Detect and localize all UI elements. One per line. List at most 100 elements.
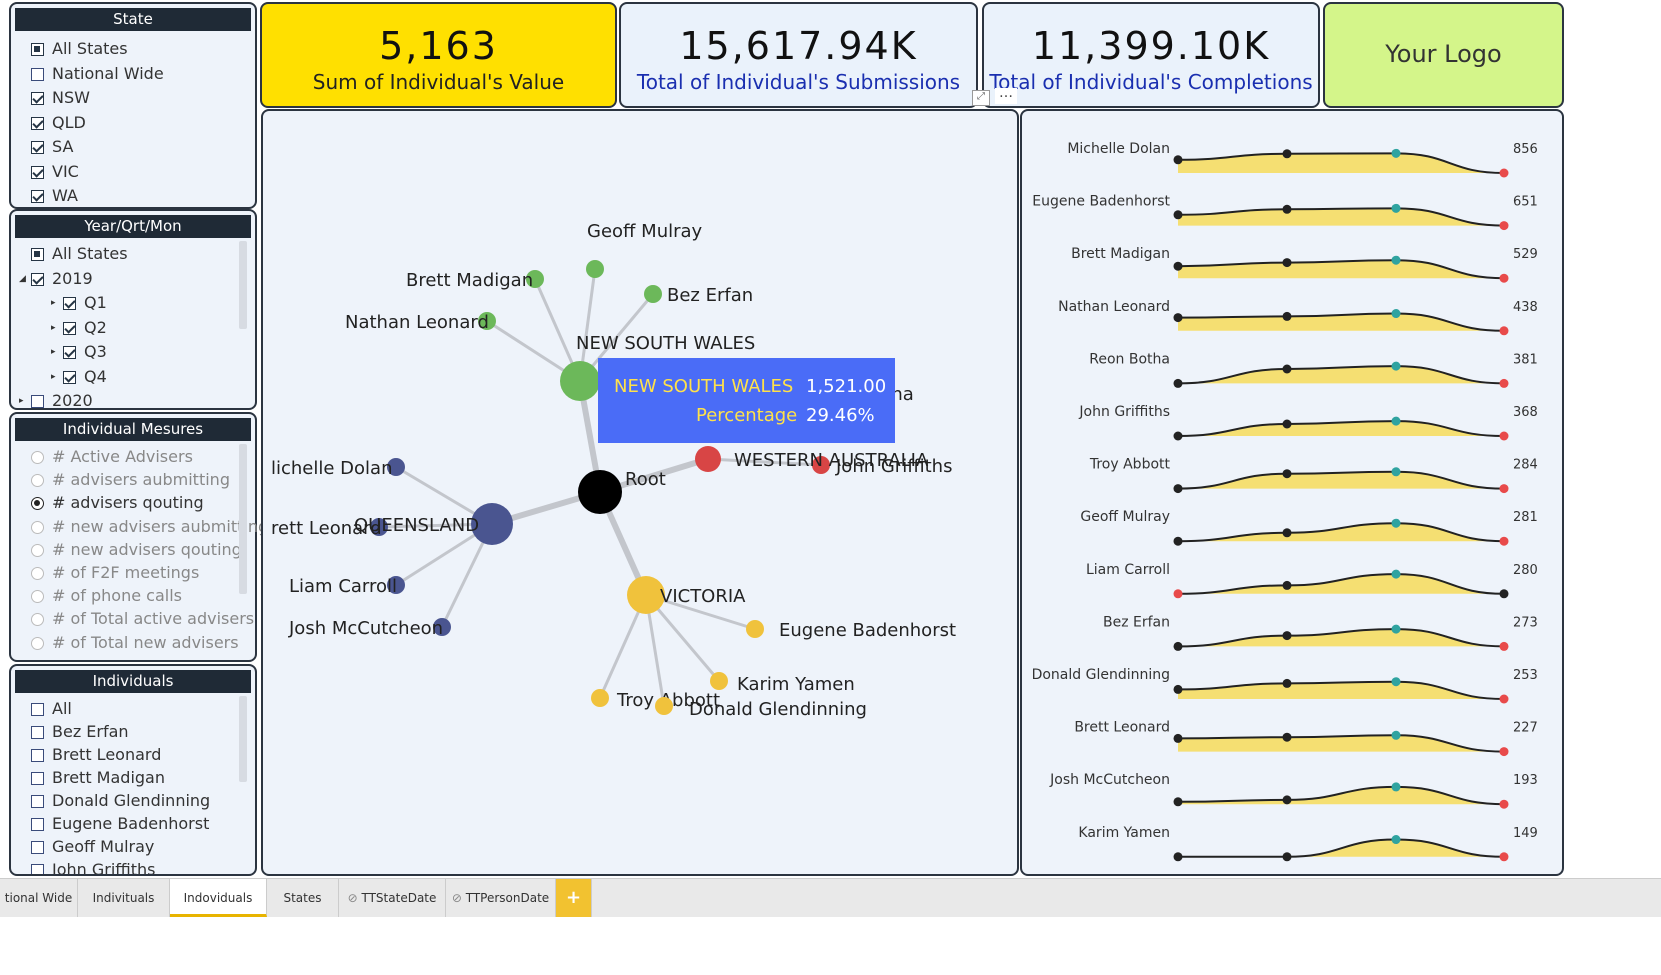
checkbox[interactable] bbox=[31, 92, 44, 105]
checkbox[interactable] bbox=[31, 248, 44, 261]
tree-region-node[interactable] bbox=[560, 361, 600, 401]
tree-leaf-node[interactable] bbox=[710, 672, 728, 690]
slicer-item[interactable]: Geoff Mulray bbox=[11, 835, 255, 858]
page-tab[interactable]: tional Wide bbox=[0, 879, 78, 917]
slicer-item[interactable]: ▸ Q2 bbox=[11, 316, 255, 341]
checkbox[interactable] bbox=[31, 795, 44, 808]
measure-option[interactable]: # advisers aubmitting bbox=[11, 468, 255, 491]
slicer-item[interactable]: All States bbox=[11, 37, 255, 62]
checkbox[interactable] bbox=[31, 818, 44, 831]
slicer-item[interactable]: ▸ Q4 bbox=[11, 365, 255, 390]
checkbox[interactable] bbox=[31, 703, 44, 716]
tree-leaf-node[interactable] bbox=[655, 697, 673, 715]
slicer-item[interactable]: Bez Erfan bbox=[11, 720, 255, 743]
tree-leaf-node[interactable] bbox=[387, 458, 405, 476]
radio-button[interactable] bbox=[31, 474, 44, 488]
expand-down-icon[interactable]: ◢ bbox=[19, 273, 26, 284]
slicer-item[interactable]: All States bbox=[11, 242, 255, 267]
slicer-item[interactable]: NSW bbox=[11, 86, 255, 111]
checkbox[interactable] bbox=[31, 141, 44, 154]
tree-leaf-node[interactable] bbox=[370, 518, 388, 536]
measure-option[interactable]: # Active Advisers bbox=[11, 445, 255, 468]
checkbox[interactable] bbox=[31, 864, 44, 874]
expand-right-icon[interactable]: ▸ bbox=[51, 298, 56, 308]
tree-leaf-node[interactable] bbox=[746, 620, 764, 638]
page-tab[interactable]: ⊘ TTPersonDate bbox=[446, 879, 556, 917]
tree-leaf-node[interactable] bbox=[526, 270, 544, 288]
slicer-item[interactable]: VIC bbox=[11, 160, 255, 185]
tree-region-node[interactable] bbox=[471, 503, 513, 545]
checkbox[interactable] bbox=[63, 370, 76, 384]
checkbox[interactable] bbox=[31, 272, 44, 286]
checkbox[interactable] bbox=[31, 726, 44, 739]
checkbox[interactable] bbox=[31, 749, 44, 762]
measure-option[interactable]: # of Total active advisers bbox=[11, 607, 255, 630]
expand-right-icon[interactable]: ▸ bbox=[19, 396, 24, 406]
measure-option[interactable]: # of F2F meetings bbox=[11, 561, 255, 584]
checkbox[interactable] bbox=[63, 297, 76, 310]
slicer-item[interactable]: ▸ Q1 bbox=[11, 291, 255, 316]
tree-leaf-node[interactable] bbox=[387, 576, 405, 594]
slicer-item[interactable]: ◢ 2019 bbox=[11, 267, 255, 292]
slicer-item[interactable]: Brett Leonard bbox=[11, 743, 255, 766]
radio-button[interactable] bbox=[31, 590, 44, 604]
measure-option[interactable]: # new advisers qouting bbox=[11, 538, 255, 561]
slicer-item[interactable]: QLD bbox=[11, 111, 255, 136]
page-tab[interactable]: Indoviduals bbox=[170, 879, 267, 917]
measure-option[interactable]: # of Total new advisers bbox=[11, 631, 255, 654]
checkbox[interactable] bbox=[63, 321, 76, 335]
tree-region-node[interactable] bbox=[627, 576, 665, 614]
page-tab-label: tional Wide bbox=[4, 891, 73, 905]
more-options-icon[interactable]: … bbox=[995, 86, 1017, 104]
tree-leaf-node[interactable] bbox=[812, 456, 830, 474]
tree-leaf-node[interactable] bbox=[591, 689, 609, 707]
checkbox[interactable] bbox=[31, 772, 44, 785]
checkbox[interactable] bbox=[31, 395, 44, 408]
measures-scrollbar[interactable] bbox=[239, 444, 247, 594]
slicer-item[interactable]: WA bbox=[11, 184, 255, 209]
focus-mode-icon[interactable]: ⤢ bbox=[972, 90, 990, 106]
expand-right-icon[interactable]: ▸ bbox=[51, 322, 56, 333]
measure-option[interactable]: # of phone calls bbox=[11, 584, 255, 607]
radio-button[interactable] bbox=[31, 543, 44, 557]
radio-button[interactable] bbox=[31, 613, 44, 627]
sparkline-point bbox=[1173, 536, 1183, 546]
slicer-item[interactable]: All bbox=[11, 697, 255, 720]
slicer-item[interactable]: Eugene Badenhorst bbox=[11, 812, 255, 835]
checkbox[interactable] bbox=[31, 43, 44, 56]
period-scrollbar[interactable] bbox=[239, 241, 247, 329]
checkbox[interactable] bbox=[31, 165, 44, 179]
page-tab[interactable]: ⊘ TTStateDate bbox=[339, 879, 446, 917]
tree-leaf-node[interactable] bbox=[433, 618, 451, 636]
slicer-item[interactable]: ▸ Q3 bbox=[11, 340, 255, 365]
radio-button[interactable] bbox=[31, 497, 44, 511]
page-tab[interactable]: Indivituals bbox=[78, 879, 170, 917]
slicer-item[interactable]: Donald Glendinning bbox=[11, 789, 255, 812]
tree-root-node[interactable] bbox=[578, 470, 622, 514]
tree-leaf-node[interactable] bbox=[478, 312, 496, 330]
page-tab[interactable]: States bbox=[267, 879, 339, 917]
expand-right-icon[interactable]: ▸ bbox=[51, 347, 56, 357]
checkbox[interactable] bbox=[31, 190, 44, 203]
checkbox[interactable] bbox=[63, 346, 76, 359]
radio-button[interactable] bbox=[31, 451, 44, 464]
checkbox[interactable] bbox=[31, 841, 44, 854]
expand-right-icon[interactable]: ▸ bbox=[51, 371, 56, 382]
tree-leaf-node[interactable] bbox=[644, 285, 662, 303]
tree-leaf-node[interactable] bbox=[586, 260, 604, 278]
radio-button[interactable] bbox=[31, 520, 44, 534]
slicer-item[interactable]: National Wide bbox=[11, 62, 255, 87]
add-page-button[interactable]: + bbox=[556, 879, 592, 917]
checkbox[interactable] bbox=[31, 116, 44, 130]
checkbox[interactable] bbox=[31, 67, 44, 81]
slicer-item[interactable]: Brett Madigan bbox=[11, 766, 255, 789]
slicer-item[interactable]: ▸ 2020 bbox=[11, 389, 255, 408]
slicer-item[interactable]: SA bbox=[11, 135, 255, 160]
slicer-item[interactable]: John Griffiths bbox=[11, 858, 255, 874]
measure-option[interactable]: # advisers qouting bbox=[11, 491, 255, 514]
measure-option[interactable]: # new advisers aubmitting bbox=[11, 515, 268, 538]
individuals-scrollbar[interactable] bbox=[239, 696, 247, 782]
radio-button[interactable] bbox=[31, 566, 44, 580]
radio-button[interactable] bbox=[31, 636, 44, 650]
tree-region-node[interactable] bbox=[695, 446, 721, 472]
